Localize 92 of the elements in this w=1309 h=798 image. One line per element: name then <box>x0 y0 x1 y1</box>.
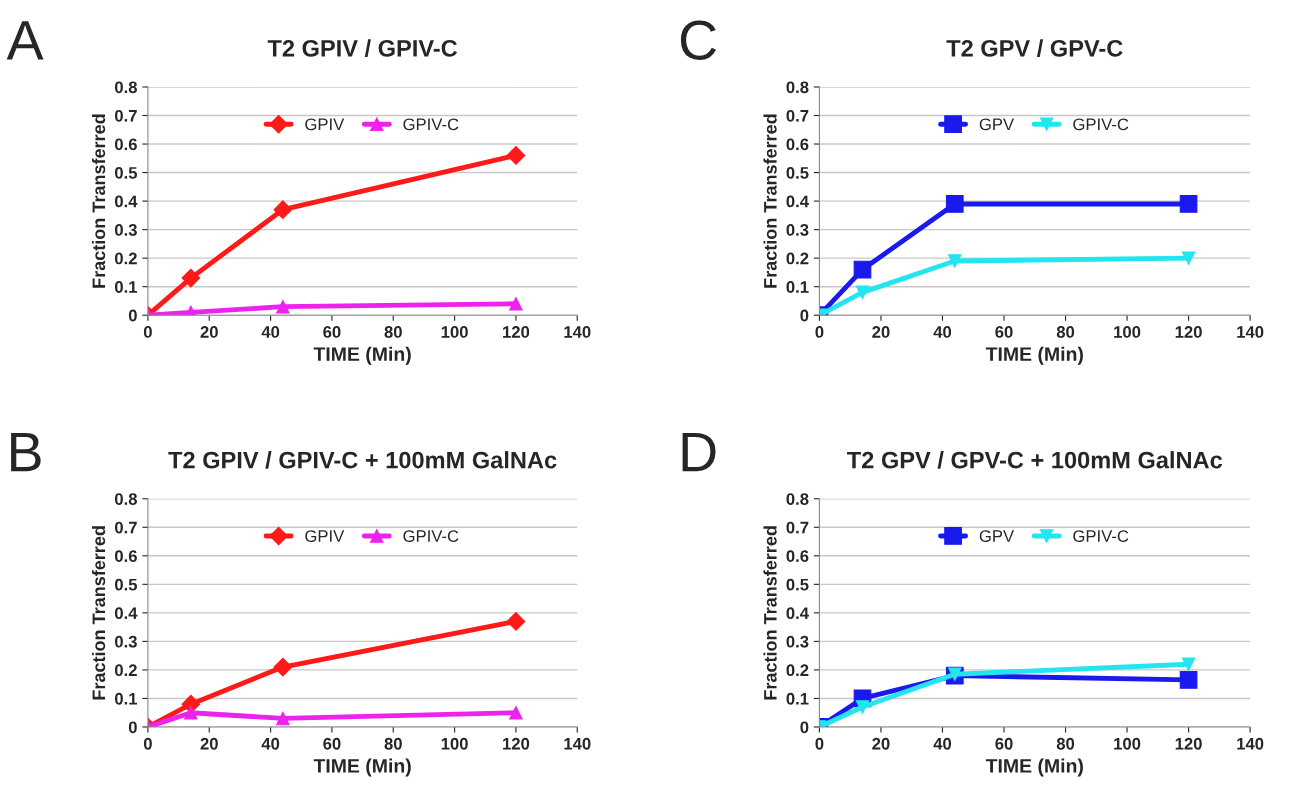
x-tick-label: 140 <box>1237 326 1264 338</box>
x-tick-label: 20 <box>200 326 218 338</box>
y-tick-label: 0.8 <box>786 493 809 505</box>
text: A <box>6 21 44 60</box>
x-tick-label: 120 <box>503 326 530 338</box>
x-tick-label: 80 <box>384 326 402 338</box>
x-tick-label: 40 <box>261 326 280 338</box>
x-tick-label: 60 <box>323 737 341 750</box>
y-tick-label: 0.3 <box>114 224 137 236</box>
y-tick-label: 0.1 <box>114 281 138 293</box>
legend-label: GPIV-C <box>1073 118 1129 131</box>
y-tick-label: 0.8 <box>114 81 137 94</box>
x-tick-label: 100 <box>441 737 468 750</box>
x-tick-label: 0 <box>815 737 824 750</box>
x-tick-label: 100 <box>1114 737 1141 750</box>
y-tick-label: 0.7 <box>114 521 137 534</box>
y-axis-title: Fraction Transferred <box>91 114 106 288</box>
legend-label: GPIV <box>305 530 345 542</box>
x-axis-title: TIME (Min) <box>985 346 1083 365</box>
y-tick-label: 0 <box>128 309 137 322</box>
x-tick-label: 120 <box>1175 737 1202 750</box>
x-tick-label: 40 <box>933 737 952 750</box>
y-tick-label: 0.6 <box>114 550 137 563</box>
x-tick-label: 40 <box>933 326 952 338</box>
text: C <box>680 20 717 60</box>
y-tick-label: 0.2 <box>786 664 809 677</box>
y-tick-label: 0.4 <box>114 195 138 208</box>
y-tick-label: 0.8 <box>786 81 809 94</box>
y-tick-label: 0.4 <box>786 607 809 620</box>
y-axis-title: Fraction Transferred <box>763 114 777 288</box>
legend-label: GPIV-C <box>403 118 459 131</box>
x-tick-label: 140 <box>1237 737 1264 750</box>
x-tick-label: 120 <box>503 737 530 750</box>
legend-label: GPV <box>979 118 1015 131</box>
x-tick-label: 20 <box>872 737 890 750</box>
chart-title: T2 GPV / GPV-C <box>946 39 1123 57</box>
x-tick-label: 80 <box>384 737 402 750</box>
y-tick-label: 0.2 <box>786 252 809 265</box>
y-tick-label: 0.7 <box>114 109 137 122</box>
x-axis-title: TIME (Min) <box>313 346 411 365</box>
x-tick-label: 0 <box>143 326 152 338</box>
legend-label: GPIV-C <box>403 530 459 542</box>
x-tick-label: 60 <box>323 326 341 338</box>
y-tick-label: 0 <box>128 721 137 734</box>
y-tick-label: 0.1 <box>786 692 809 705</box>
chart-title: T2 GPIV / GPIV-C + 100mM GalNAc <box>168 451 557 469</box>
legend-label: GPIV-C <box>1073 530 1129 542</box>
x-tick-label: 80 <box>1056 737 1075 750</box>
y-tick-label: 0 <box>800 721 809 734</box>
text: B <box>11 432 41 472</box>
x-tick-label: 120 <box>1175 326 1202 338</box>
x-tick-label: 20 <box>872 326 890 338</box>
y-tick-label: 0.3 <box>786 635 809 648</box>
y-tick-label: 0 <box>800 309 809 322</box>
x-tick-label: 60 <box>995 326 1013 338</box>
x-tick-label: 100 <box>441 326 468 338</box>
x-tick-label: 60 <box>995 737 1013 750</box>
y-tick-label: 0.4 <box>786 195 809 208</box>
y-tick-label: 0.5 <box>786 166 809 179</box>
x-axis-title: TIME (Min) <box>985 758 1083 777</box>
y-tick-label: 0.7 <box>786 109 809 122</box>
y-tick-label: 0.7 <box>786 521 809 534</box>
x-tick-label: 80 <box>1056 326 1075 338</box>
y-axis-title: Fraction Transferred <box>763 526 777 700</box>
y-tick-label: 0.6 <box>786 138 809 151</box>
x-tick-label: 140 <box>564 737 591 750</box>
y-tick-label: 0.3 <box>114 635 137 648</box>
y-tick-label: 0.3 <box>786 224 809 236</box>
y-tick-label: 0.1 <box>114 692 138 705</box>
y-tick-label: 0.5 <box>786 578 809 591</box>
y-tick-label: 0.1 <box>786 281 809 293</box>
chart-title: T2 GPIV / GPIV-C <box>267 39 458 57</box>
y-axis-title: Fraction Transferred <box>91 526 106 700</box>
x-tick-label: 140 <box>564 326 591 338</box>
x-tick-label: 0 <box>815 326 824 338</box>
x-axis-title: TIME (Min) <box>313 758 411 777</box>
y-tick-label: 0.5 <box>114 578 138 591</box>
chart-title: T2 GPV / GPV-C + 100mM GalNAc <box>847 451 1223 469</box>
y-tick-label: 0.6 <box>114 138 137 151</box>
y-tick-label: 0.4 <box>114 607 138 620</box>
legend-label: GPIV <box>305 118 345 131</box>
y-tick-label: 0.2 <box>114 664 137 677</box>
x-tick-label: 20 <box>200 737 218 750</box>
y-tick-label: 0.5 <box>114 166 138 179</box>
y-tick-label: 0.8 <box>114 493 137 505</box>
y-tick-label: 0.6 <box>786 550 809 563</box>
legend-label: GPV <box>979 530 1015 542</box>
text: D <box>682 432 716 472</box>
y-tick-label: 0.2 <box>114 252 137 265</box>
x-tick-label: 100 <box>1114 326 1141 338</box>
x-tick-label: 0 <box>143 737 152 750</box>
x-tick-label: 40 <box>261 737 280 750</box>
